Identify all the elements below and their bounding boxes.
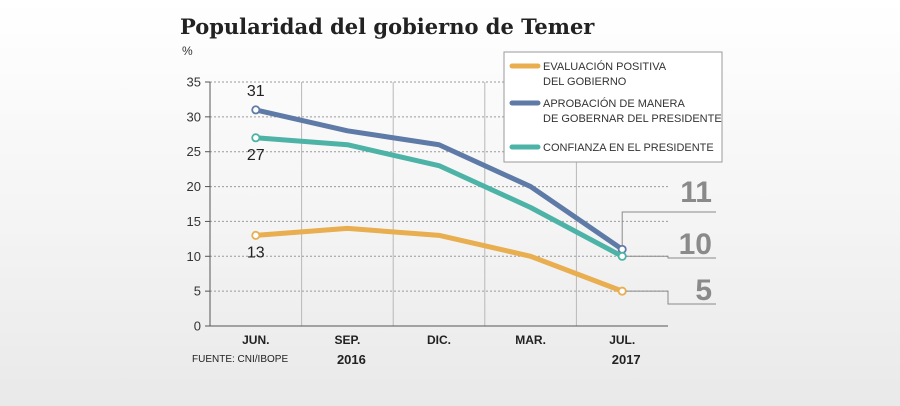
year-label: 2017 bbox=[612, 352, 641, 367]
legend-label: EVALUACIÓN POSITIVA bbox=[543, 60, 667, 73]
start-value-label: 27 bbox=[247, 147, 265, 164]
x-tick-label: DIC. bbox=[427, 333, 451, 347]
y-tick-label: 5 bbox=[194, 284, 201, 299]
data-point bbox=[251, 230, 261, 240]
chart-title: Popularidad del gobierno de Temer bbox=[180, 14, 595, 39]
x-tick-label: SEP. bbox=[334, 333, 360, 347]
legend-label: DEL GOBIERNO bbox=[543, 76, 627, 88]
data-labels: 13 5 31 11 27 10 bbox=[247, 83, 716, 307]
start-value-label: 13 bbox=[247, 244, 265, 261]
legend-label: CONFIANZA EN EL PRESIDENTE bbox=[543, 142, 714, 154]
end-value-label: 10 bbox=[679, 228, 712, 261]
series-group bbox=[251, 105, 627, 296]
end-label-leader bbox=[626, 290, 716, 305]
x-tick-label: JUN. bbox=[242, 333, 269, 347]
x-tick-label: MAR. bbox=[515, 333, 546, 347]
end-value-label: 11 bbox=[680, 176, 712, 209]
data-point bbox=[251, 105, 261, 115]
end-label-leader bbox=[626, 255, 716, 259]
start-value-label: 31 bbox=[247, 83, 265, 100]
x-tick-labels: JUN. SEP. DIC. MAR. JUL. bbox=[242, 333, 635, 347]
series-line bbox=[253, 135, 625, 259]
data-point bbox=[251, 133, 261, 143]
legend-label: DE GOBERNAR DEL PRESIDENTE bbox=[543, 113, 722, 125]
year-labels: 2016 2017 bbox=[337, 352, 641, 367]
y-axis-unit: % bbox=[182, 44, 193, 58]
series-line bbox=[253, 225, 625, 294]
y-tick-labels: 0 5 10 15 20 25 30 35 bbox=[187, 75, 201, 334]
y-tick-label: 35 bbox=[187, 75, 201, 90]
legend-label: APROBACIÓN DE MANERA bbox=[543, 97, 685, 110]
x-tick-label: JUL. bbox=[609, 333, 635, 347]
legend: EVALUACIÓN POSITIVA DEL GOBIERNO APROBACIÓ… bbox=[503, 51, 723, 163]
axes bbox=[205, 81, 668, 327]
y-tick-label: 25 bbox=[187, 144, 201, 159]
y-tick-label: 10 bbox=[187, 249, 201, 264]
y-tick-label: 15 bbox=[187, 214, 201, 229]
series-line bbox=[253, 107, 625, 252]
y-tick-label: 20 bbox=[187, 179, 201, 194]
end-label-leader bbox=[621, 211, 716, 246]
y-tick-label: 30 bbox=[187, 109, 201, 124]
data-point bbox=[617, 251, 627, 261]
y-tick-label: 0 bbox=[194, 319, 201, 334]
source-note: FUENTE: CNI/IBOPE bbox=[192, 354, 288, 365]
end-value-label: 5 bbox=[695, 274, 712, 307]
legend-box bbox=[503, 51, 723, 163]
data-point bbox=[617, 286, 627, 296]
year-label: 2016 bbox=[337, 352, 366, 367]
